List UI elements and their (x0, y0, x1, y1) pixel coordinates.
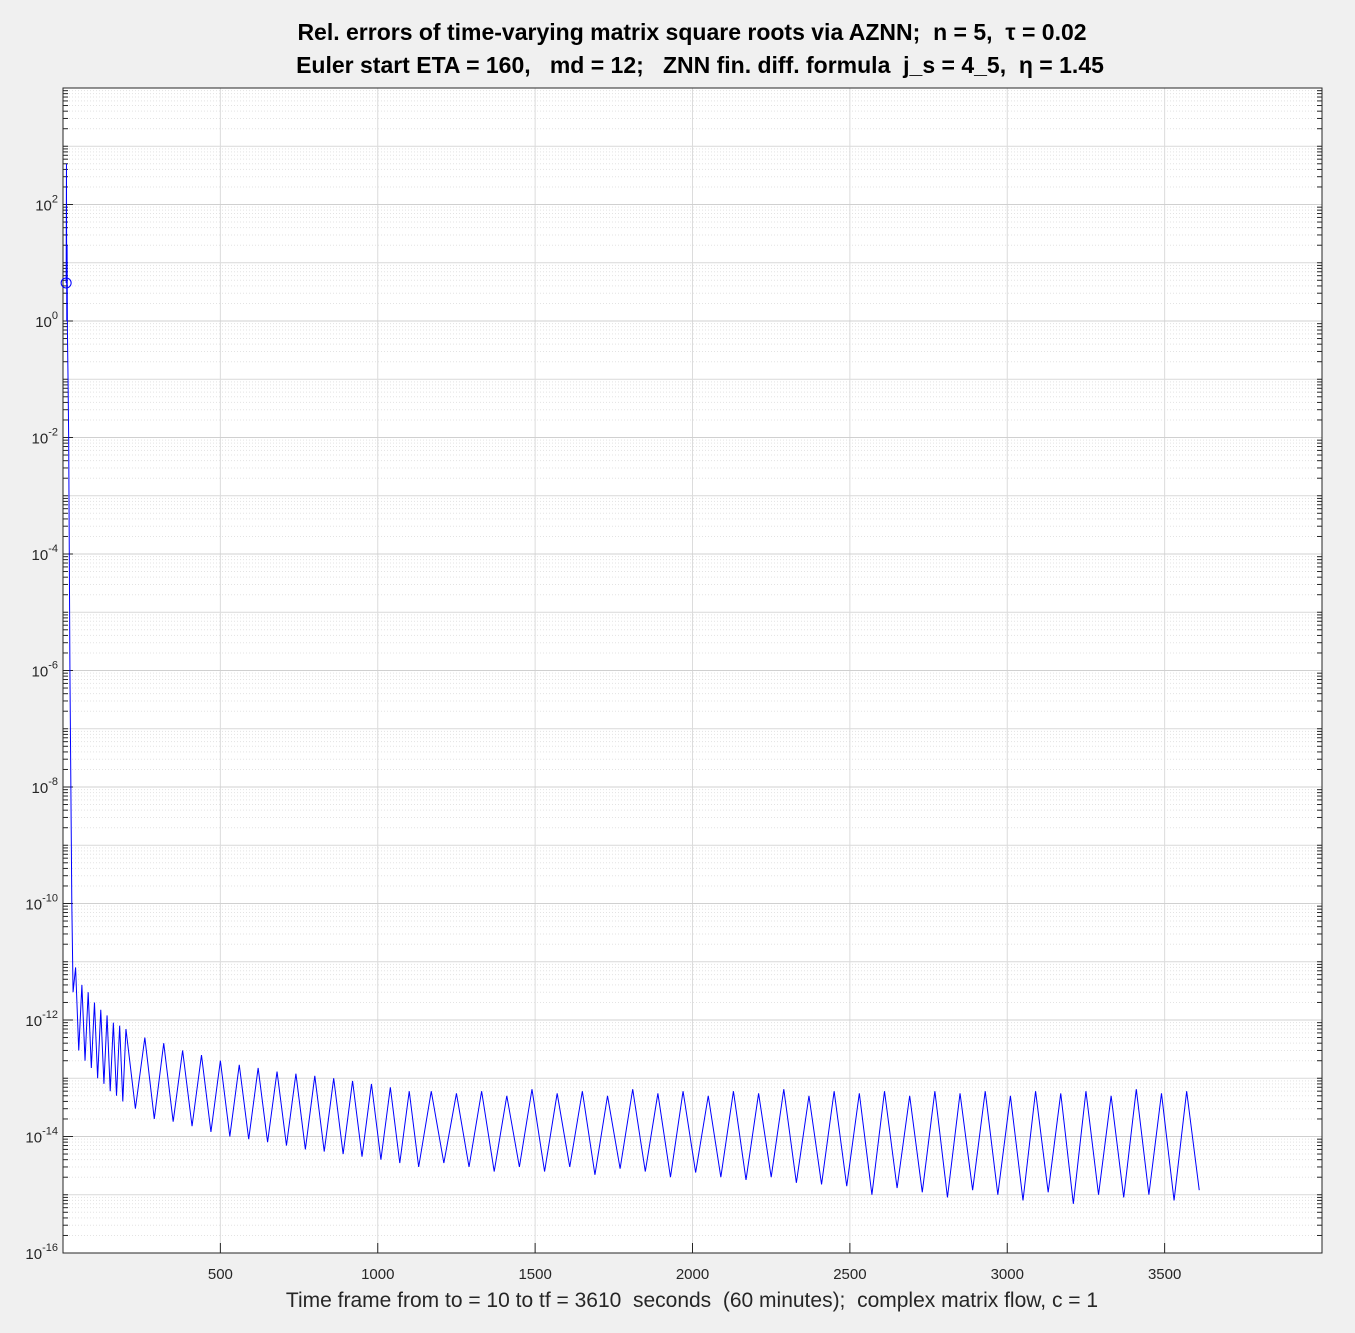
x-tick-label: 3000 (991, 1266, 1024, 1283)
y-tick-label: 10-2 (32, 427, 58, 448)
x-tick-label: 1000 (361, 1266, 394, 1283)
y-tick-label: 10-16 (25, 1242, 58, 1263)
y-tick-label: 10-10 (25, 893, 58, 914)
y-tick-label: 100 (35, 310, 58, 331)
start-marker (60, 277, 72, 289)
x-tick-label: 3500 (1148, 1266, 1181, 1283)
y-tick-label: 10-4 (32, 543, 58, 564)
chart-subtitle: Euler start ETA = 160, md = 12; ZNN fin.… (296, 52, 1104, 78)
chart-title: Rel. errors of time-varying matrix squar… (297, 19, 1086, 45)
axes-box (62, 87, 1323, 1254)
data-line (65, 163, 1200, 1204)
y-tick-label: 10-6 (32, 660, 58, 681)
x-tick-label: 2500 (833, 1266, 866, 1283)
x-axis-label: Time frame from to = 10 to tf = 3610 sec… (286, 1289, 1098, 1312)
x-tick-label: 2000 (676, 1266, 709, 1283)
x-tick-label: 500 (208, 1266, 233, 1283)
y-tick-label: 10-12 (25, 1009, 58, 1030)
y-tick-label: 102 (35, 194, 58, 215)
x-tick-label: 1500 (518, 1266, 551, 1283)
y-tick-label: 10-8 (32, 776, 58, 797)
y-tick-label: 10-14 (25, 1126, 58, 1147)
